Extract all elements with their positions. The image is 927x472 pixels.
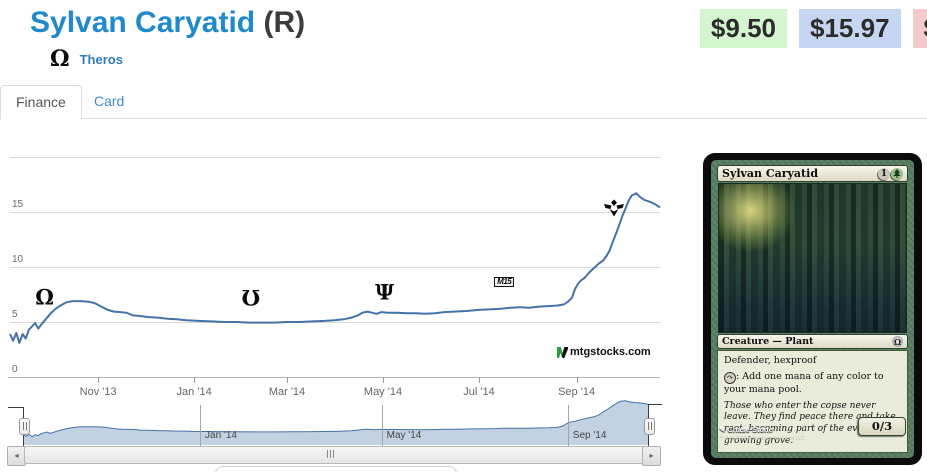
set-icon-born-of-the-gods: Ʊ	[241, 285, 261, 311]
power-toughness: 0/3	[858, 417, 906, 436]
navigator-gridline	[381, 405, 383, 446]
x-axis-tick	[286, 377, 288, 383]
card-type-bar: Creature — Plant Ω	[717, 334, 908, 349]
set-link[interactable]: Theros	[79, 51, 123, 67]
x-axis-tick	[383, 377, 384, 383]
mana-cost: 1	[878, 167, 903, 180]
y-gridline	[10, 157, 660, 158]
x-axis-tick	[479, 377, 480, 383]
y-axis-label: 15	[12, 199, 24, 210]
price-badge-low: $9.50	[699, 9, 787, 48]
keywords-line: Defender, hexproof	[724, 355, 817, 366]
y-gridline	[10, 322, 660, 323]
x-axis-label: Nov '13	[79, 386, 117, 398]
type-line: Creature — Plant	[722, 336, 814, 347]
price-badge-avg: $15.97	[799, 9, 901, 48]
copyright-line: ™ & © 2013 Wizards of the Coast LLC	[719, 436, 805, 442]
x-axis-label: Mar '14	[268, 386, 306, 398]
x-axis-label: Sep '14	[558, 386, 596, 398]
navigator-gridline	[200, 405, 202, 446]
x-axis-tick	[194, 377, 196, 383]
price-badges: $9.50 $15.97 $	[699, 9, 927, 48]
price-chart-panel: 0 5 10 15 Nov '13 Jan '14 Mar '14 May '14 Jul '1…	[0, 118, 695, 472]
flavor-text: Those who enter the copse never leave. T…	[724, 400, 896, 446]
navigator-axis-label: Jan '14	[205, 430, 237, 441]
tab-card[interactable]: Card	[94, 93, 125, 109]
y-axis-label: 5	[12, 309, 18, 320]
scrollbar-grip[interactable]	[327, 450, 334, 458]
navigator-axis-label: May '14	[386, 430, 422, 441]
tap-icon: ↷	[724, 371, 736, 384]
green-mana-icon	[891, 167, 903, 180]
set-icon-khans-of-tarkir	[604, 199, 625, 220]
tab-bar: Finance Card	[0, 85, 927, 120]
card-frame: Sylvan Caryatid 1 Creature — Plant Ω Def…	[711, 160, 914, 458]
navigator-handle-left[interactable]	[19, 418, 30, 435]
card-name: Sylvan Caryatid	[722, 167, 819, 180]
x-axis-tick	[576, 377, 578, 383]
card-name-heading[interactable]: Sylvan Caryatid	[30, 6, 256, 39]
card-title-bar: Sylvan Caryatid 1	[717, 165, 908, 182]
scrollbar-right-button[interactable]: ▸	[642, 446, 661, 466]
generic-mana-icon: 1	[878, 167, 890, 180]
x-axis-label: May '14	[363, 386, 403, 398]
rarity-label: (R)	[263, 6, 306, 39]
y-axis-label: 10	[12, 254, 24, 265]
watermark-text: mtgstocks.com	[570, 346, 651, 358]
card-art	[718, 183, 907, 333]
x-axis-tick	[98, 377, 100, 383]
theros-rarity-symbol: Ω	[892, 336, 903, 347]
price-line-chart[interactable]	[0, 118, 695, 400]
tab-finance[interactable]: Finance	[0, 85, 82, 120]
y-axis-label: 0	[12, 364, 18, 375]
artist-line: ✎ Chase Stone	[719, 425, 773, 434]
mtgstocks-logo-icon	[557, 346, 568, 358]
scrollbar-track[interactable]	[24, 446, 644, 464]
ability-line: ↷: Add one mana of any color to your man…	[724, 370, 884, 395]
navigator-handle-right[interactable]	[644, 418, 655, 435]
set-icon-journey-into-nyx: Ψ	[374, 279, 395, 305]
partially-visible-button[interactable]	[215, 466, 457, 472]
navigator-outline-right	[648, 404, 662, 405]
y-gridline	[10, 267, 660, 268]
y-gridline	[10, 212, 660, 213]
navigator-axis-label: Sep '14	[572, 430, 607, 441]
page-title: Sylvan Caryatid (R)	[30, 6, 305, 40]
navigator-mini-chart[interactable]	[23, 400, 648, 445]
set-icon-theros: Ω	[35, 284, 54, 310]
price-badge-high-clipped: $	[912, 9, 927, 48]
card-image: Sylvan Caryatid 1 Creature — Plant Ω Def…	[703, 153, 922, 465]
watermark: mtgstocks.com	[557, 346, 651, 358]
set-icon-m15: M15	[494, 277, 515, 288]
theros-set-icon: Ω	[50, 46, 70, 72]
navigator-outline-left	[8, 407, 23, 408]
set-line: Ω Theros	[50, 48, 123, 70]
x-axis-label: Jul '14	[463, 386, 495, 398]
x-axis-line	[8, 377, 660, 378]
navigator-gridline	[567, 405, 569, 446]
x-axis-label: Jan '14	[176, 386, 212, 398]
